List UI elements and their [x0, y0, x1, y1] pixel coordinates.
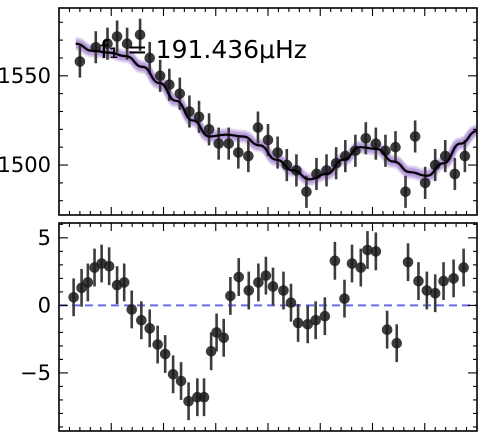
y-tick-label: 0	[38, 293, 51, 317]
data-point	[302, 318, 314, 330]
data-point	[370, 138, 382, 149]
data-point	[285, 297, 297, 308]
data-point	[118, 277, 130, 288]
data-point	[339, 293, 350, 304]
bottom-axis-ticks	[58, 223, 478, 431]
data-point	[82, 277, 94, 288]
data-point	[267, 281, 279, 292]
data-point	[203, 124, 215, 135]
data-point	[400, 186, 411, 198]
data-point	[449, 168, 461, 180]
data-point	[144, 323, 156, 334]
data-point	[253, 277, 264, 288]
data-point	[409, 131, 421, 142]
data-point	[402, 256, 414, 268]
data-point	[390, 141, 401, 153]
data-point	[198, 391, 210, 403]
data-point	[355, 262, 367, 273]
data-point	[458, 262, 469, 273]
data-point	[439, 150, 451, 162]
top-panel: 1500 1550 f₁ = 191.436μHz	[0, 7, 478, 216]
data-point	[233, 147, 244, 158]
data-point	[193, 111, 205, 123]
bottom-panel: −5 0 5	[20, 222, 478, 432]
data-point	[260, 270, 272, 281]
data-point	[419, 177, 431, 189]
data-point	[292, 317, 304, 329]
data-point	[134, 29, 146, 41]
data-point	[164, 79, 175, 91]
data-point	[448, 273, 459, 284]
data-point	[68, 291, 79, 303]
data-point	[310, 314, 321, 326]
data-point	[438, 275, 449, 287]
data-point	[391, 337, 403, 349]
data-point	[136, 314, 147, 326]
bottom-axes-frame	[58, 222, 478, 432]
data-point	[175, 375, 187, 387]
data-point	[272, 147, 283, 158]
data-point	[346, 258, 358, 269]
data-point	[103, 260, 115, 272]
data-point	[159, 348, 171, 360]
data-point	[121, 38, 133, 49]
data-point	[370, 246, 382, 257]
data-point	[429, 287, 441, 299]
data-point	[213, 138, 224, 149]
data-point	[102, 38, 113, 49]
data-point	[459, 150, 471, 162]
data-point	[413, 275, 424, 287]
data-point	[281, 159, 293, 171]
model-curve	[75, 42, 477, 181]
data-point	[360, 132, 372, 144]
data-point	[319, 310, 331, 322]
data-point	[218, 332, 229, 344]
data-point	[225, 290, 236, 302]
top-y-tick-labels: 1500 1550	[0, 64, 51, 177]
data-point	[223, 138, 235, 149]
data-point	[144, 52, 156, 64]
data-point	[183, 395, 194, 407]
y-tick-label: 5	[38, 226, 51, 250]
data-point	[278, 285, 289, 296]
data-point	[329, 255, 341, 267]
data-point	[243, 150, 254, 162]
data-point	[126, 304, 138, 315]
frequency-annotation: f₁ = 191.436μHz	[100, 35, 307, 64]
y-tick-label: 1500	[0, 153, 51, 177]
data-point	[167, 368, 179, 380]
data-point	[205, 346, 217, 357]
data-point	[174, 88, 186, 99]
data-point	[381, 324, 393, 336]
top-axes-frame	[58, 7, 478, 216]
data-point	[233, 271, 245, 283]
data-point	[362, 244, 373, 256]
y-tick-label: 1550	[0, 64, 51, 88]
data-point	[252, 122, 264, 133]
data-point	[111, 31, 123, 42]
data-point	[421, 285, 433, 296]
model-line	[75, 42, 477, 181]
bottom-y-tick-labels: −5 0 5	[20, 226, 51, 385]
data-point	[243, 285, 255, 296]
residual-points	[68, 244, 469, 407]
data-point	[262, 134, 274, 146]
data-point	[301, 186, 312, 198]
y-tick-label: −5	[20, 361, 51, 385]
data-point	[74, 56, 86, 67]
data-point	[152, 339, 163, 350]
data-point	[154, 70, 166, 82]
